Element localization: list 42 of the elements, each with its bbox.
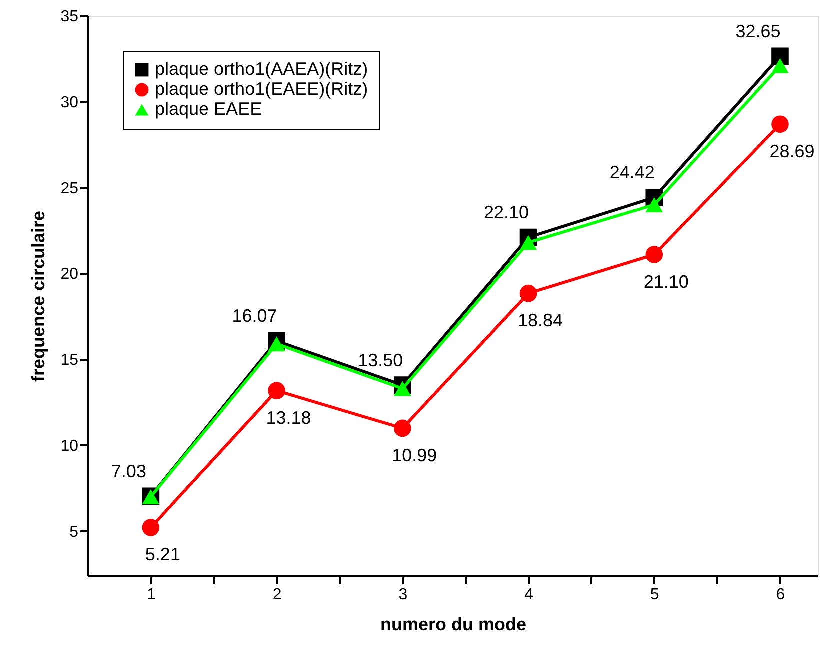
x-tick-label: 4 xyxy=(524,586,534,604)
data-label: 22.10 xyxy=(484,202,530,223)
data-label: 18.84 xyxy=(518,310,564,331)
data-label: 5.21 xyxy=(145,544,180,565)
point xyxy=(520,284,538,302)
y-tick-label: 20 xyxy=(60,266,79,284)
x-tick-label: 6 xyxy=(776,586,786,604)
point xyxy=(772,48,789,66)
point xyxy=(772,116,789,134)
x-tick-label: 3 xyxy=(398,586,408,604)
data-label: 13.18 xyxy=(266,408,312,428)
point xyxy=(394,420,412,438)
point xyxy=(268,382,286,400)
legend-label: plaque ortho1(AAEA)(Ritz) xyxy=(155,59,368,79)
legend-label: plaque ortho1(EAEE)(Ritz) xyxy=(155,79,368,99)
y-axis-title: frequence circulaire xyxy=(28,210,49,382)
point xyxy=(268,336,286,352)
legend-label: plaque EAEE xyxy=(155,99,262,119)
point xyxy=(394,381,412,396)
y-tick-label: 5 xyxy=(70,524,79,541)
point xyxy=(646,246,664,264)
data-label: 28.69 xyxy=(770,141,815,162)
point xyxy=(646,197,664,212)
y-tick-label: 25 xyxy=(60,180,79,198)
y-tick-label: 15 xyxy=(60,352,79,370)
data-label: 10.99 xyxy=(392,445,438,466)
x-tick-label: 1 xyxy=(146,586,156,604)
data-label: 13.50 xyxy=(358,350,404,370)
data-label: 32.65 xyxy=(736,21,781,42)
data-label: 21.10 xyxy=(644,272,689,292)
y-tick-label: 10 xyxy=(60,438,79,455)
data-label: 16.07 xyxy=(232,306,278,326)
data-label: 7.03 xyxy=(111,461,146,482)
y-tick-label: 30 xyxy=(60,94,79,112)
point xyxy=(772,58,789,74)
x-tick-label: 2 xyxy=(272,586,282,604)
x-axis-title: numero du mode xyxy=(380,614,527,634)
point xyxy=(520,235,538,250)
point xyxy=(142,519,160,536)
y-tick-label: 35 xyxy=(60,8,79,26)
data-label: 24.42 xyxy=(610,162,655,183)
x-tick-label: 5 xyxy=(650,586,660,604)
